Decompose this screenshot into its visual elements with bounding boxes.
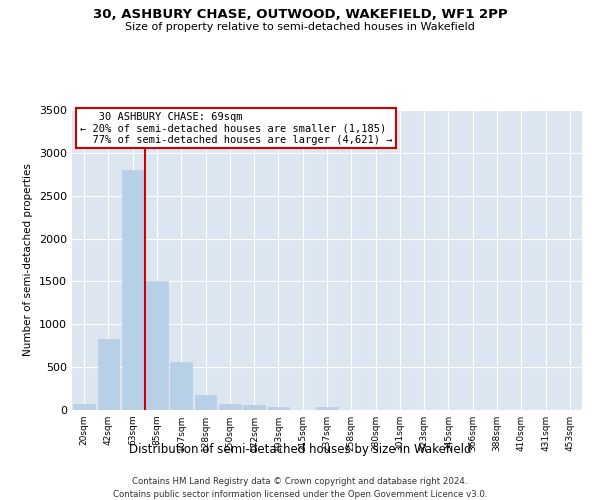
Bar [73,404,95,410]
Bar [243,406,265,410]
Bar [146,282,168,410]
Text: 30 ASHBURY CHASE: 69sqm   
← 20% of semi-detached houses are smaller (1,185)
  7: 30 ASHBURY CHASE: 69sqm ← 20% of semi-de… [80,112,392,144]
Text: Contains HM Land Registry data © Crown copyright and database right 2024.: Contains HM Land Registry data © Crown c… [132,478,468,486]
Bar [219,404,241,410]
Text: Size of property relative to semi-detached houses in Wakefield: Size of property relative to semi-detach… [125,22,475,32]
Bar [316,408,338,410]
Bar [97,339,119,410]
Bar [122,170,143,410]
Text: Distribution of semi-detached houses by size in Wakefield: Distribution of semi-detached houses by … [129,442,471,456]
Y-axis label: Number of semi-detached properties: Number of semi-detached properties [23,164,34,356]
Text: 30, ASHBURY CHASE, OUTWOOD, WAKEFIELD, WF1 2PP: 30, ASHBURY CHASE, OUTWOOD, WAKEFIELD, W… [92,8,508,20]
Text: Contains public sector information licensed under the Open Government Licence v3: Contains public sector information licen… [113,490,487,499]
Bar [170,362,192,410]
Bar [268,406,289,410]
Bar [194,395,217,410]
